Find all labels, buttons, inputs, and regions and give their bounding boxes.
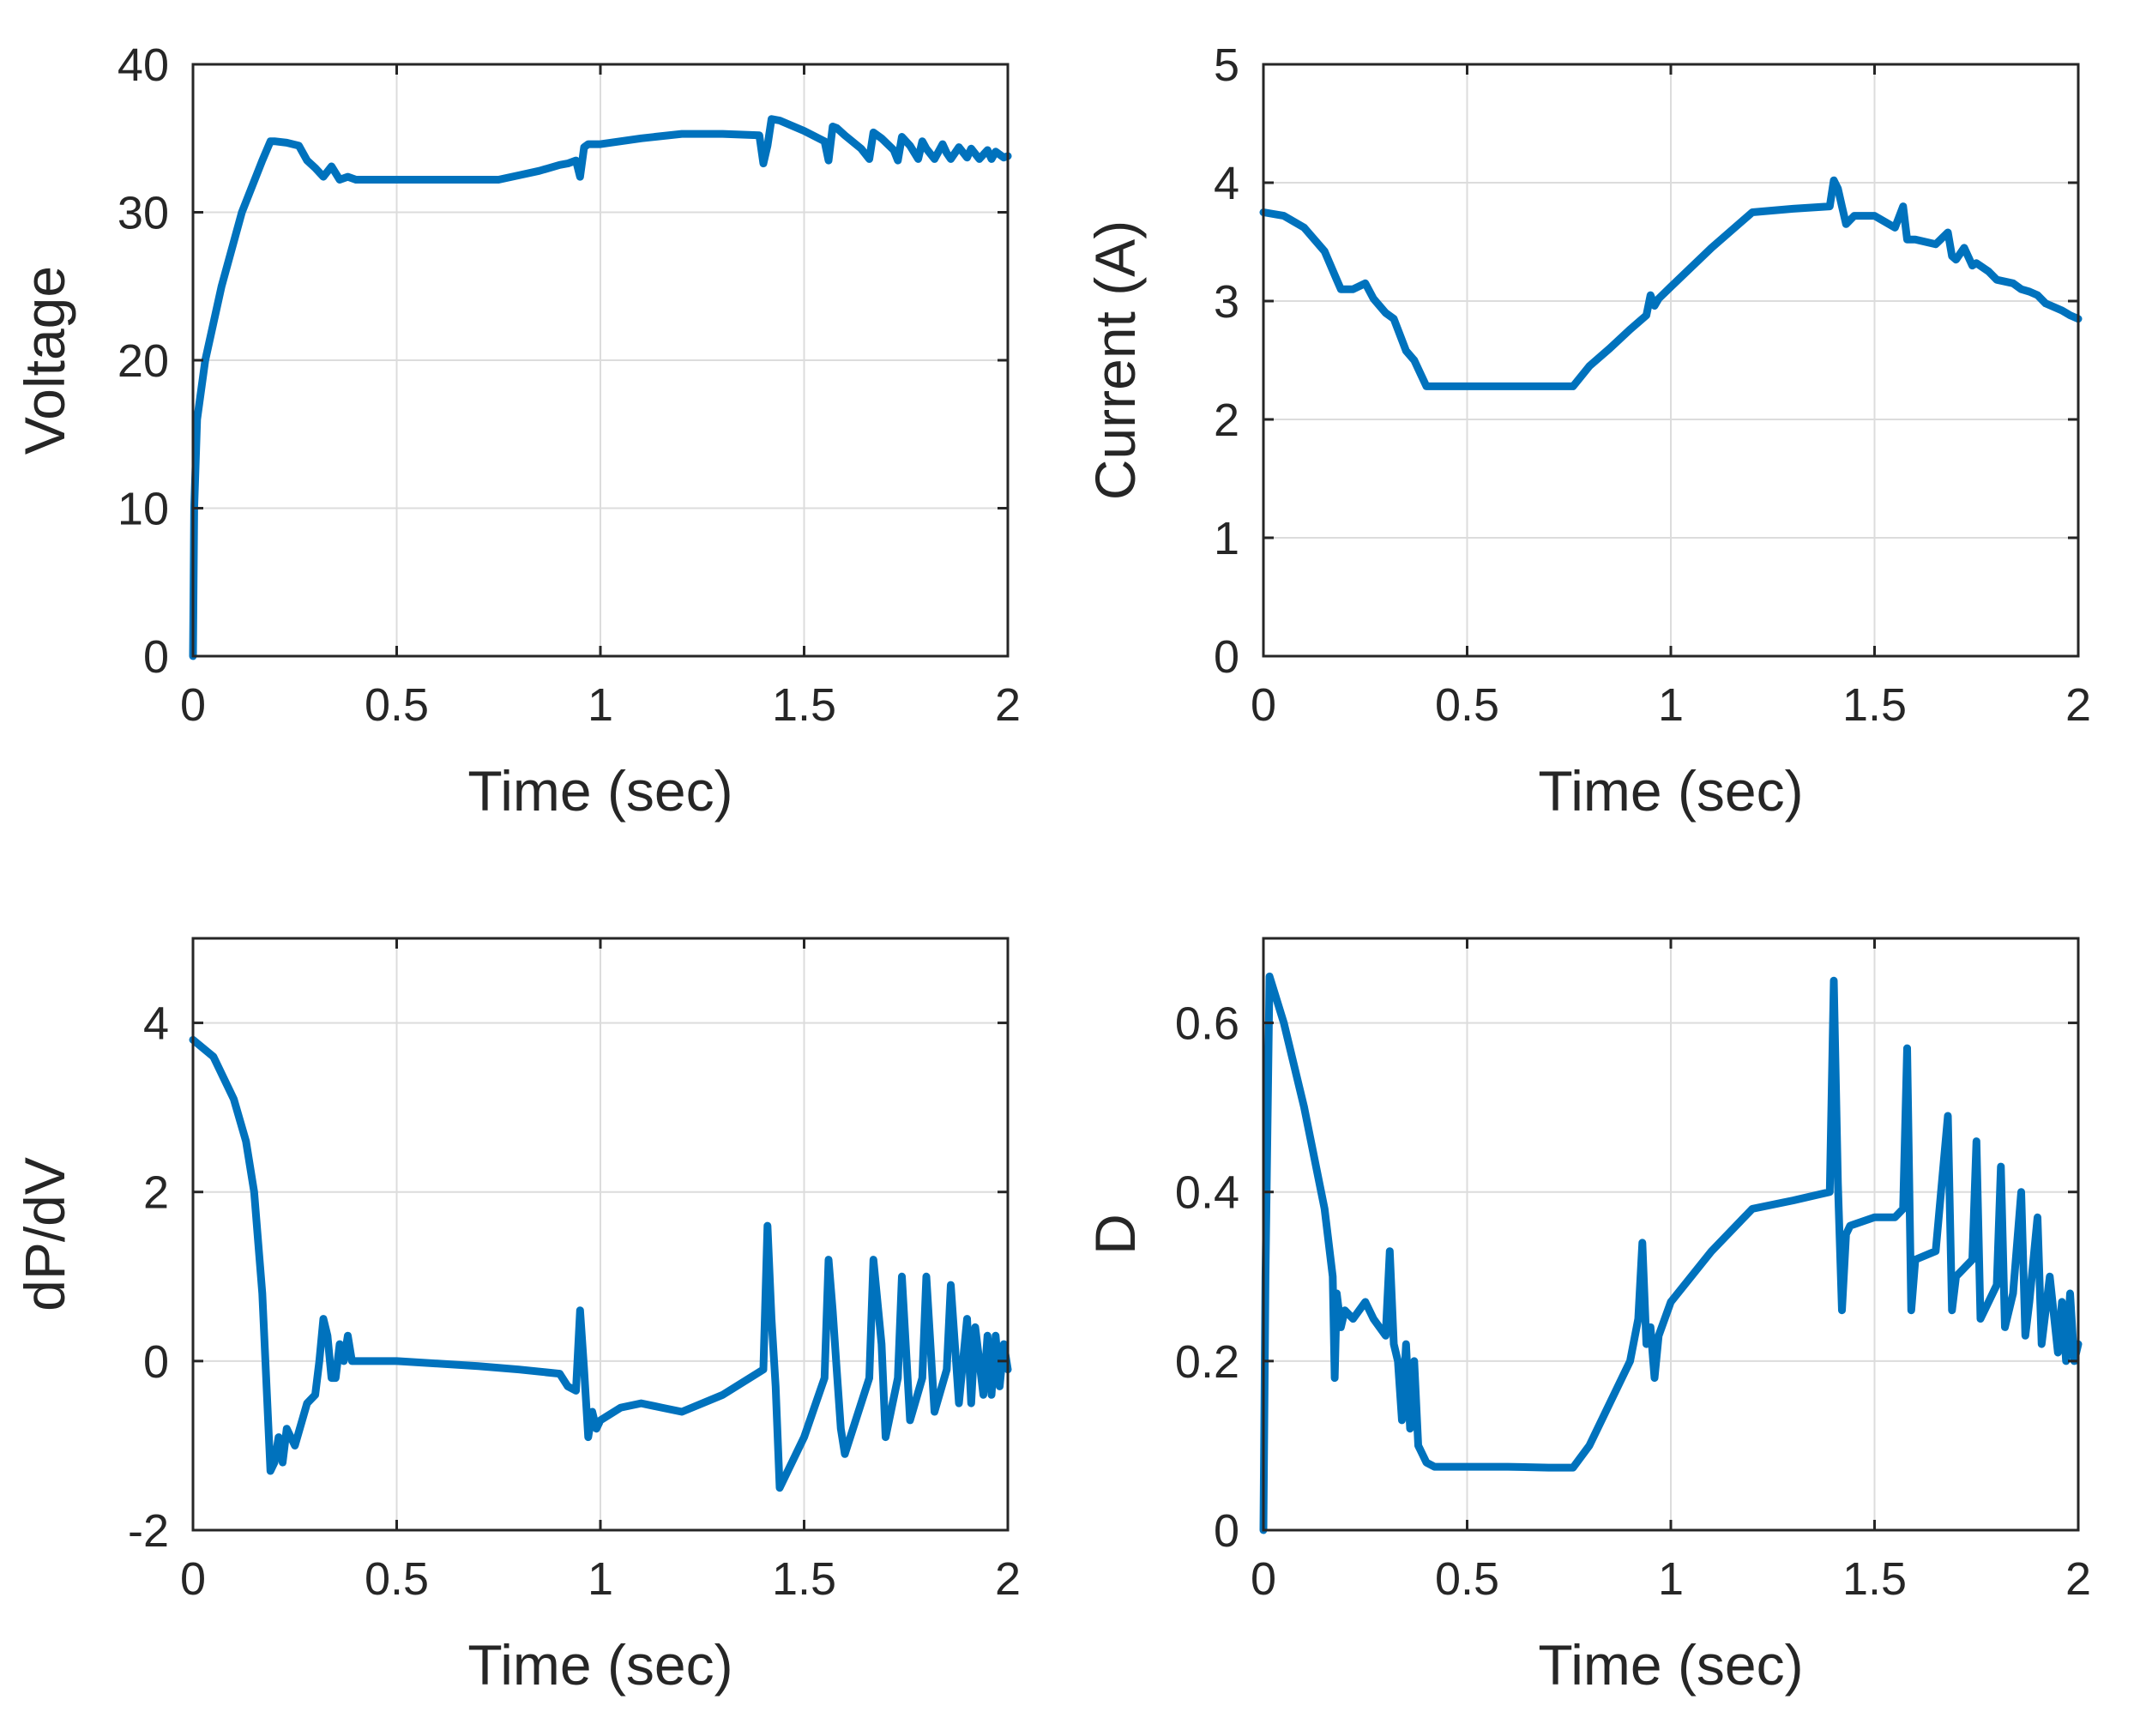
x-tick-label: 1.5 <box>772 1553 836 1605</box>
y-tick-label: 4 <box>143 998 169 1050</box>
y-axis-label: Voltage <box>13 266 76 455</box>
x-tick-label: 1 <box>1658 679 1684 731</box>
y-tick-label: 20 <box>118 335 169 387</box>
x-tick-label: 2 <box>995 1553 1021 1605</box>
x-tick-label: 1.5 <box>772 679 836 731</box>
y-tick-label: 0 <box>1214 1505 1239 1557</box>
x-tick-label: 1.5 <box>1842 1553 1907 1605</box>
x-tick-label: 1 <box>588 679 613 731</box>
y-axis-label: D <box>1083 1214 1147 1255</box>
y-tick-label: 2 <box>1214 395 1239 446</box>
y-tick-label: 5 <box>1214 39 1239 91</box>
x-tick-label: 0.5 <box>1435 1553 1499 1605</box>
y-tick-label: 30 <box>118 188 169 239</box>
series-line-duty <box>1259 972 2083 1534</box>
y-tick-label: 40 <box>118 39 169 91</box>
x-tick-label: 1 <box>588 1553 613 1605</box>
x-axis-label: Time (sec) <box>1538 1633 1803 1697</box>
chart-panel-current: 0 0.5 1 1.5 2 0 1 2 3 4 5 Time (sec) Current (A) <box>1083 39 2091 823</box>
x-tick-label: 0.5 <box>1435 679 1499 731</box>
series-line-dpdv <box>189 1035 1012 1492</box>
y-tick-label: 0.2 <box>1175 1336 1239 1388</box>
x-axis-label: Time (sec) <box>467 1633 732 1697</box>
x-tick-label: 1.5 <box>1842 679 1907 731</box>
y-tick-label: 0.4 <box>1175 1167 1239 1219</box>
y-tick-label: 0.6 <box>1175 998 1239 1050</box>
x-tick-label: 0 <box>1251 679 1276 731</box>
y-tick-label: -2 <box>128 1505 169 1557</box>
x-axis-label: Time (sec) <box>467 759 732 823</box>
x-tick-label: 2 <box>2065 1553 2091 1605</box>
y-tick-label: 1 <box>1214 513 1239 564</box>
x-tick-label: 2 <box>995 679 1021 731</box>
chart-panel-duty: 0 0.5 1 1.5 2 0 0.2 0.4 0.6 Time (sec) D <box>1083 937 2091 1697</box>
y-tick-label: 10 <box>118 484 169 535</box>
y-axis-label: dP/dV <box>13 1157 76 1311</box>
y-tick-label: 2 <box>143 1167 169 1219</box>
y-axis-label: Current (A) <box>1083 220 1147 500</box>
series-line-current <box>1259 176 2083 390</box>
x-tick-label: 0 <box>1251 1553 1276 1605</box>
x-tick-label: 0.5 <box>365 679 429 731</box>
y-tick-label: 0 <box>1214 631 1239 683</box>
x-axis-label: Time (sec) <box>1538 759 1803 823</box>
x-tick-label: 0.5 <box>365 1553 429 1605</box>
y-tick-label: 3 <box>1214 276 1239 328</box>
y-tick-label: 0 <box>143 631 169 683</box>
x-tick-label: 0 <box>180 679 206 731</box>
series-line-voltage <box>189 115 1012 660</box>
y-tick-label: 4 <box>1214 158 1239 209</box>
y-tick-label: 0 <box>143 1336 169 1388</box>
x-tick-label: 1 <box>1658 1553 1684 1605</box>
x-tick-label: 0 <box>180 1553 206 1605</box>
x-tick-label: 2 <box>2065 679 2091 731</box>
